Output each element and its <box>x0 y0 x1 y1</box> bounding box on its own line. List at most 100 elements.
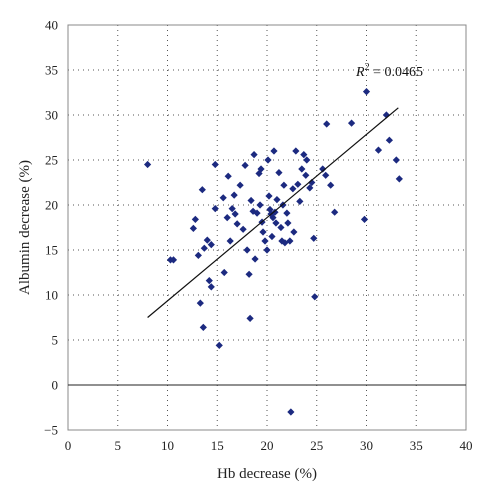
data-point <box>207 241 215 249</box>
data-point <box>200 244 208 252</box>
data-point <box>300 151 308 159</box>
data-point <box>223 214 231 222</box>
data-point <box>211 205 219 213</box>
y-tick-label: 40 <box>45 18 58 33</box>
data-point <box>287 408 295 416</box>
data-point <box>233 220 241 228</box>
data-point <box>226 237 234 245</box>
data-point <box>298 165 306 173</box>
data-point <box>239 225 247 233</box>
data-point <box>385 136 393 144</box>
data-point <box>306 184 314 192</box>
x-tick-label: 40 <box>460 438 473 453</box>
data-point <box>290 228 298 236</box>
data-point <box>196 299 204 307</box>
data-point <box>265 192 273 200</box>
data-point <box>347 119 356 127</box>
data-point <box>191 215 199 223</box>
data-point <box>283 209 291 217</box>
data-point <box>144 160 152 169</box>
r-squared-value: = 0.0465 <box>370 65 423 80</box>
data-point <box>392 156 400 164</box>
data-point <box>270 147 278 155</box>
data-point <box>169 256 178 264</box>
data-point <box>311 293 319 301</box>
data-point <box>264 156 272 164</box>
x-tick-label: 10 <box>161 438 174 453</box>
data-point <box>250 151 258 159</box>
data-point <box>275 169 283 177</box>
y-tick-label: −5 <box>44 423 58 438</box>
data-point <box>280 181 288 189</box>
data-point <box>374 146 383 154</box>
data-point <box>323 120 331 128</box>
data-point <box>296 197 304 205</box>
data-point <box>246 314 254 322</box>
data-point <box>199 323 207 331</box>
x-axis-title: Hb decrease (%) <box>217 466 317 482</box>
data-point <box>289 185 297 193</box>
data-point <box>268 232 276 241</box>
data-point <box>272 219 280 227</box>
data-point <box>303 156 311 164</box>
data-point <box>245 270 253 278</box>
data-point <box>219 194 227 202</box>
r-squared-superscript: 2 <box>365 62 370 73</box>
x-tick-label: 25 <box>310 438 323 453</box>
data-point <box>302 171 310 179</box>
grid-lines <box>68 25 466 430</box>
data-point <box>261 237 269 245</box>
data-point <box>224 172 232 180</box>
r-squared-label: R <box>355 65 365 80</box>
data-point <box>273 196 281 204</box>
data-point <box>331 208 339 216</box>
data-point <box>207 283 215 291</box>
data-point <box>253 209 261 217</box>
data-point <box>281 239 289 247</box>
data-point <box>319 165 327 173</box>
data-point <box>255 169 263 178</box>
data-point <box>228 205 236 213</box>
data-point <box>211 160 219 169</box>
data-point <box>269 214 277 222</box>
data-point <box>251 255 259 263</box>
x-tick-label: 0 <box>65 438 72 453</box>
data-point <box>259 228 267 236</box>
x-tick-label: 5 <box>115 438 122 453</box>
data-point <box>257 165 265 173</box>
data-point <box>203 236 211 244</box>
plot-frame <box>67 24 467 431</box>
data-point <box>230 191 238 199</box>
data-point <box>198 186 206 194</box>
y-tick-label: 0 <box>52 378 59 393</box>
data-point <box>231 210 239 218</box>
tick-labels: 0 5 10 15 20 25 30 35 40 −5 0 5 10 15 20 25 30 35 40 <box>44 18 472 454</box>
x-tick-label: 35 <box>410 438 423 453</box>
data-point <box>286 237 294 245</box>
data-point <box>263 246 271 254</box>
data-point <box>360 215 369 223</box>
data-point <box>277 223 285 232</box>
data-point <box>205 277 213 285</box>
y-axis-title: Albumin decrease (%) <box>17 160 33 295</box>
y-tick-label: 5 <box>52 333 59 348</box>
data-point <box>278 237 286 245</box>
y-tick-label: 35 <box>45 63 58 78</box>
data-point <box>189 224 197 232</box>
data-point <box>215 341 223 349</box>
data-point <box>382 111 390 119</box>
data-point <box>292 147 300 155</box>
data-point <box>271 208 279 216</box>
x-tick-label: 30 <box>360 438 373 453</box>
y-tick-label: 30 <box>45 108 58 123</box>
data-point <box>308 178 316 187</box>
data-point <box>294 180 302 188</box>
data-point <box>327 181 335 189</box>
y-tick-label: 15 <box>45 243 58 258</box>
x-tick-label: 20 <box>261 438 274 453</box>
y-tick-label: 25 <box>45 153 58 168</box>
trend-line <box>147 107 399 318</box>
data-point <box>241 161 249 169</box>
data-point <box>194 251 202 259</box>
